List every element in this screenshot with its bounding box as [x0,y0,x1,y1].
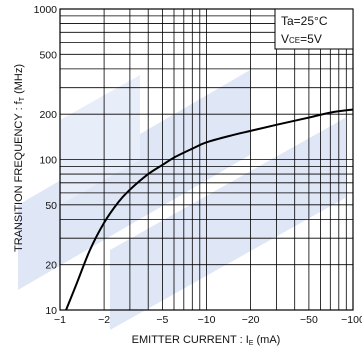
y-tick-label: 50 [45,200,57,212]
y-tick-label: 10 [45,305,57,317]
x-tick-label: −5 [156,314,168,326]
conditions-box: Ta=25°C VCE=5V [274,8,354,50]
x-tick-label: −100 [341,314,362,326]
x-tick-label: −1 [54,314,66,326]
plot-frame [59,8,354,311]
y-tick-label: 500 [39,49,57,61]
curve-layer [65,108,354,311]
x-axis-label: EMITTER CURRENT : IE (mA) [132,334,281,347]
y-axis-label: TRANSITION FREQUENCY : fT (MHz) [13,64,26,252]
x-tick-label: −20 [242,314,260,326]
y-tick-label: 1000 [34,4,58,16]
condition-voltage: VCE=5V [281,32,322,46]
x-tick-label: −2 [98,314,110,326]
x-tick-label: −10 [198,314,216,326]
condition-temperature: Ta=25°C [281,14,328,28]
y-tick-label: 200 [39,109,57,121]
series-line [65,108,354,311]
tick-labels: −1 −2 −5 −10 −20 −50 −100 10 20 50 100 200 500 1000 [34,4,362,326]
y-tick-label: 20 [45,260,57,272]
y-tick-label: 100 [39,155,57,167]
x-tick-label: −50 [300,314,318,326]
grid [59,8,354,311]
